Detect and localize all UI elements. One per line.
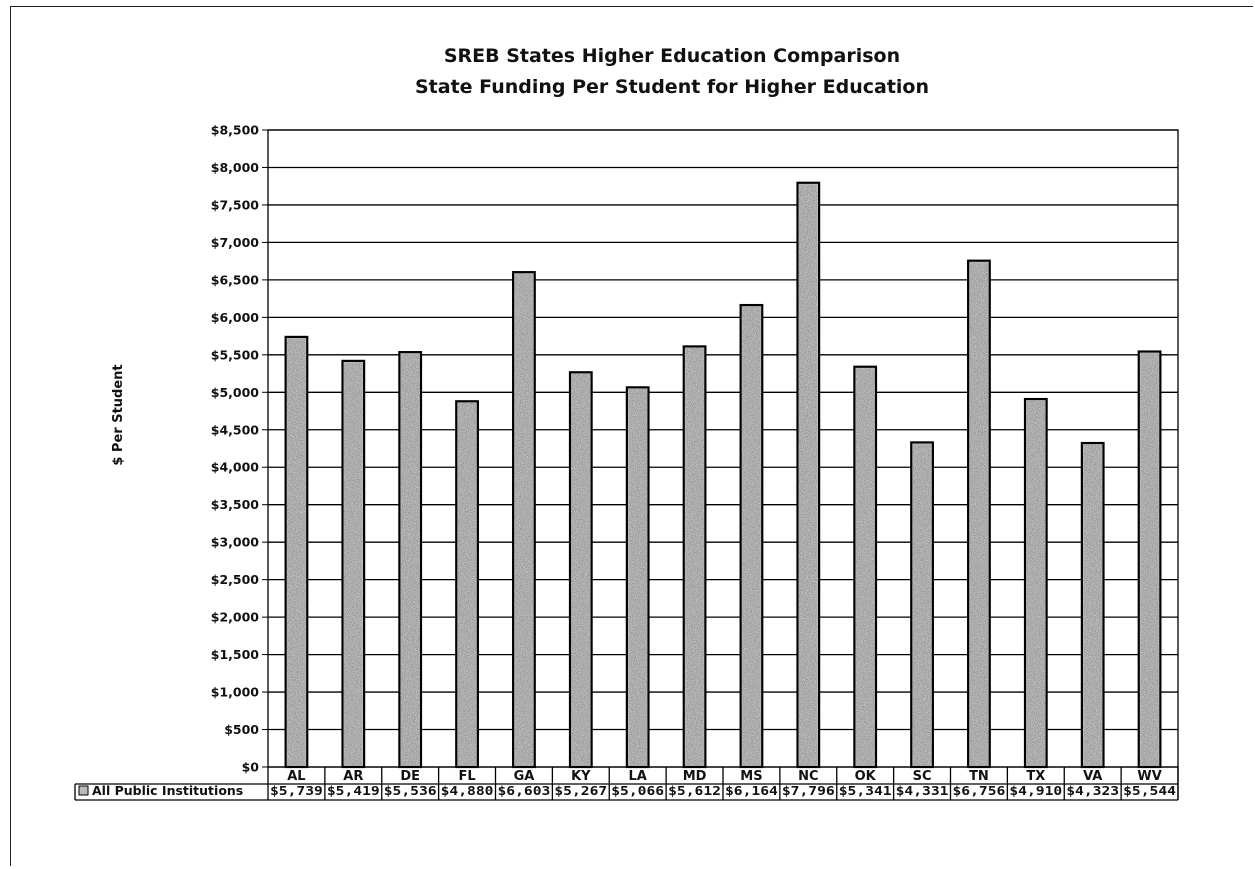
data-label-md: $5,612	[668, 783, 721, 798]
data-label-al: $5,739	[270, 783, 323, 798]
bar-ar	[341, 359, 366, 769]
data-label-tx: $4,910	[1009, 783, 1062, 798]
bar-texture	[1026, 400, 1046, 766]
chart-title-line-1: SREB States Higher Education Comparison	[444, 45, 900, 67]
legend-key-icon	[78, 785, 89, 796]
bar-la	[625, 386, 650, 769]
category-label-md: MD	[683, 769, 707, 784]
bar-texture	[400, 353, 420, 766]
series-name-label: All Public Institutions	[92, 783, 243, 798]
bar-texture	[1140, 353, 1159, 766]
y-tick-label: $2,000	[211, 610, 260, 625]
category-label-ok: OK	[855, 769, 877, 784]
bar-sc	[910, 441, 934, 769]
bar-texture	[799, 184, 818, 766]
bar-ok	[853, 365, 878, 769]
chart-title-line-2: State Funding Per Student for Higher Edu…	[415, 76, 929, 98]
category-label-va: VA	[1083, 769, 1102, 784]
bar-texture	[514, 273, 534, 766]
y-tick-label: $3,000	[211, 535, 260, 550]
bar-texture	[912, 443, 932, 766]
data-label-ga: $6,603	[498, 783, 551, 798]
bar-ga	[512, 271, 536, 769]
bar-al	[284, 335, 309, 769]
bar-tx	[1023, 397, 1048, 769]
category-label-nc: NC	[798, 769, 818, 784]
data-label-fl: $4,880	[441, 783, 494, 798]
category-label-ar: AR	[343, 769, 363, 784]
chart-frame	[10, 6, 1253, 866]
category-label-de: DE	[400, 769, 420, 784]
bar-texture	[855, 368, 875, 766]
bar-md	[682, 345, 707, 769]
bar-va	[1080, 441, 1105, 769]
category-label-wv: WV	[1137, 769, 1161, 784]
bar-ky	[568, 371, 593, 769]
data-label-ok: $5,341	[839, 783, 892, 798]
category-label-ms: MS	[740, 769, 762, 784]
bar-wv	[1137, 350, 1162, 769]
category-label-la: LA	[629, 769, 647, 784]
y-tick-label: $5,500	[211, 347, 260, 362]
category-label-ky: KY	[571, 769, 591, 784]
bar-tn	[967, 259, 991, 769]
bar-texture	[344, 362, 363, 766]
bar-texture	[685, 347, 704, 766]
data-label-sc: $4,331	[896, 783, 949, 798]
y-tick-label: $6,000	[211, 310, 260, 325]
y-tick-label: $4,000	[211, 460, 260, 475]
y-tick-label: $1,000	[211, 685, 260, 700]
data-label-de: $5,536	[384, 783, 437, 798]
category-label-sc: SC	[913, 769, 932, 784]
bar-texture	[571, 373, 591, 766]
bar-texture	[287, 338, 306, 766]
data-label-tn: $6,756	[953, 783, 1006, 798]
category-label-fl: FL	[458, 769, 475, 784]
bar-texture	[969, 262, 989, 766]
data-label-ky: $5,267	[554, 783, 607, 798]
y-tick-label: $0	[242, 760, 260, 775]
bar-fl	[455, 400, 479, 769]
data-label-nc: $7,796	[782, 783, 835, 798]
y-axis-label: $ Per Student	[111, 364, 126, 465]
category-label-tx: TX	[1026, 769, 1045, 784]
y-tick-label: $500	[224, 722, 259, 737]
y-tick-label: $3,500	[211, 497, 260, 512]
bar-de	[398, 351, 423, 769]
y-tick-label: $8,000	[211, 160, 260, 175]
bars	[284, 181, 1162, 769]
y-tick-label: $4,500	[211, 422, 260, 437]
y-tick-label: $5,000	[211, 385, 260, 400]
y-tick-label: $8,500	[211, 123, 260, 138]
data-label-ms: $6,164	[725, 783, 778, 798]
bar-ms	[739, 303, 764, 769]
y-tick-label: $1,500	[211, 647, 260, 662]
bar-texture	[1083, 444, 1102, 766]
y-tick-label: $7,500	[211, 197, 260, 212]
bar-texture	[742, 306, 761, 766]
bar-nc	[796, 181, 821, 769]
category-label-ga: GA	[514, 769, 535, 784]
bar-texture	[628, 388, 647, 766]
data-label-wv: $5,544	[1123, 783, 1176, 798]
data-label-la: $5,066	[611, 783, 664, 798]
y-tick-label: $2,500	[211, 572, 260, 587]
y-tick-label: $6,500	[211, 272, 260, 287]
data-label-va: $4,323	[1066, 783, 1119, 798]
y-tick-label: $7,000	[211, 235, 260, 250]
category-label-al: AL	[287, 769, 305, 784]
bar-texture	[457, 402, 477, 766]
data-label-ar: $5,419	[327, 783, 380, 798]
data-table: AL$5,739 AR$5,419 DE$5,536 FL$4,880 GA$6,603…	[74, 767, 1179, 801]
gridlines	[268, 129, 1178, 768]
category-label-tn: TN	[969, 769, 989, 784]
